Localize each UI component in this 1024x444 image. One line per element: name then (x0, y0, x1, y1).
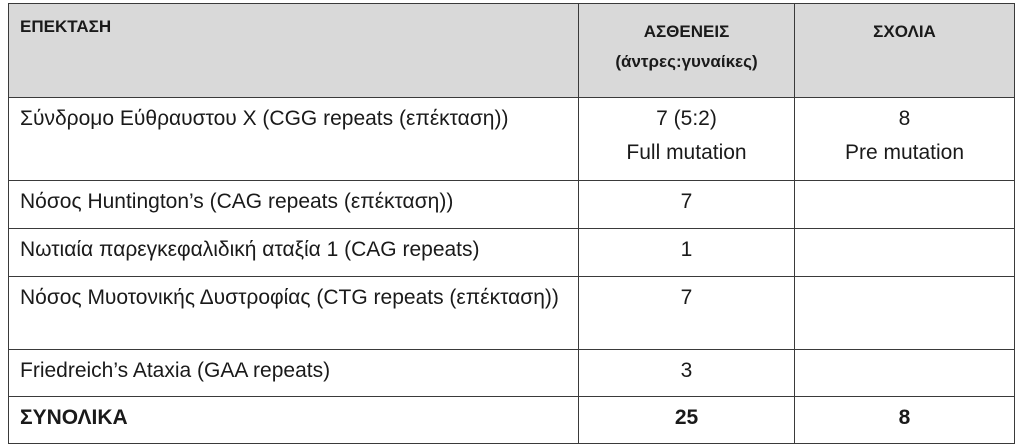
row-name: Νόσος Μυοτονικής Δυστροφίας (CTG repeats… (8, 276, 579, 350)
table-row: Friedreich’s Ataxia (GAA repeats) 3 (8, 349, 1015, 397)
row-name: Σύνδρομο Εύθραυστου Χ (CGG repeats (επέκ… (8, 97, 579, 181)
table-row: Νωτιαία παρεγκεφαλιδική αταξία 1 (CAG re… (8, 228, 1015, 277)
row-comments (794, 228, 1015, 277)
row-comments: 8 Pre mutation (794, 97, 1015, 181)
table-container: ΕΠΕΚΤΑΣΗ ΑΣΘΕΝΕΙΣ (άντρες:γυναίκες) ΣΧΟΛ… (8, 3, 1015, 444)
header-comments: ΣΧΟΛΙΑ (794, 3, 1015, 98)
header-expansion: ΕΠΕΚΤΑΣΗ (8, 3, 579, 98)
row-patients-count: 7 (5:2) (656, 107, 717, 130)
row-patients-note: Full mutation (626, 141, 747, 164)
table-row: Νόσος Huntington’s (CAG repeats (επέκτασ… (8, 180, 1015, 229)
header-patients: ΑΣΘΕΝΕΙΣ (άντρες:γυναίκες) (578, 3, 795, 98)
header-row: ΕΠΕΚΤΑΣΗ ΑΣΘΕΝΕΙΣ (άντρες:γυναίκες) ΣΧΟΛ… (8, 3, 1015, 98)
total-comments: 8 (794, 396, 1015, 444)
row-patients: 7 (5:2) Full mutation (578, 97, 795, 181)
table-row: Νόσος Μυοτονικής Δυστροφίας (CTG repeats… (8, 276, 1015, 350)
header-patients-subtitle: (άντρες:γυναίκες) (615, 52, 758, 71)
row-comments-count: 8 (898, 107, 911, 130)
total-row: ΣΥΝΟΛΙΚΑ 25 8 (8, 396, 1015, 444)
row-patients: 7 (578, 180, 795, 229)
row-patients: 1 (578, 228, 795, 277)
row-name: Friedreich’s Ataxia (GAA repeats) (8, 349, 579, 397)
header-patients-title: ΑΣΘΕΝΕΙΣ (643, 22, 730, 41)
row-patients: 7 (578, 276, 795, 350)
row-name: Νωτιαία παρεγκεφαλιδική αταξία 1 (CAG re… (8, 228, 579, 277)
row-comments (794, 349, 1015, 397)
row-name: Νόσος Huntington’s (CAG repeats (επέκτασ… (8, 180, 579, 229)
row-comments (794, 276, 1015, 350)
row-comments-note: Pre mutation (844, 141, 965, 164)
repeat-expansion-table: ΕΠΕΚΤΑΣΗ ΑΣΘΕΝΕΙΣ (άντρες:γυναίκες) ΣΧΟΛ… (8, 3, 1015, 444)
row-patients: 3 (578, 349, 795, 397)
row-comments (794, 180, 1015, 229)
total-patients: 25 (578, 396, 795, 444)
table-row: Σύνδρομο Εύθραυστου Χ (CGG repeats (επέκ… (8, 97, 1015, 181)
total-label: ΣΥΝΟΛΙΚΑ (8, 396, 579, 444)
